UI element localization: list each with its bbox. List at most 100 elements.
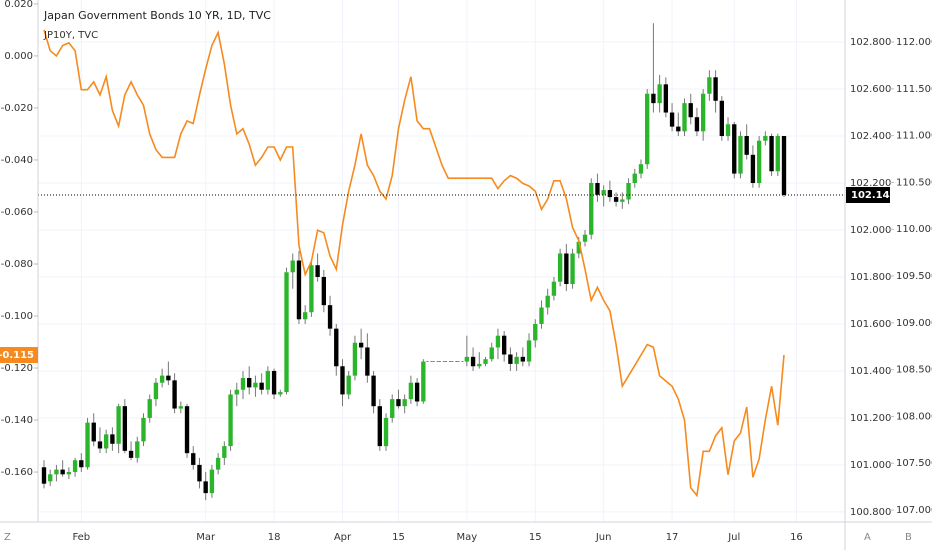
y-tick-label: 101.400 (850, 366, 891, 377)
candle-body (309, 265, 314, 313)
candle-body (526, 340, 532, 362)
candle-body (613, 197, 619, 202)
candle-body (116, 406, 121, 444)
candle-body (508, 354, 513, 364)
x-tick-label: 17 (666, 532, 679, 543)
candle-body (41, 467, 47, 484)
candle-body (414, 382, 420, 402)
y3-tick-label: 110.000 (896, 224, 932, 235)
overlay-line (43, 29, 785, 498)
left-tick-label: -0.020 (1, 103, 33, 114)
candle-body (732, 124, 737, 174)
y-tick-label: 101.000 (850, 460, 891, 471)
y3-tick-label: 108.500 (896, 365, 932, 376)
candle-body (657, 84, 662, 104)
candle-body (669, 112, 675, 127)
candle-body (700, 93, 706, 132)
candle-body (203, 481, 208, 494)
candle-body (265, 370, 271, 390)
scale-button[interactable]: Z (4, 532, 11, 543)
left-tick-label: -0.040 (1, 155, 33, 166)
candle-body (595, 183, 600, 195)
candle-body (178, 406, 183, 409)
candle-body (645, 93, 650, 165)
candle-body (315, 265, 320, 277)
marks (38, 23, 845, 501)
scale-button[interactable]: B (905, 532, 912, 543)
candle-body (713, 77, 718, 101)
candle-body (620, 199, 625, 202)
candle-body (763, 136, 768, 141)
candle-body (79, 460, 84, 468)
left-tick-label: -0.080 (1, 259, 33, 270)
candle-body (744, 136, 749, 155)
candle-body (172, 380, 177, 409)
candle-body (520, 356, 525, 362)
candle-body (228, 394, 233, 447)
candle-body (340, 366, 345, 395)
candle-body (707, 77, 712, 94)
candle-body (557, 253, 563, 282)
candle-body (110, 434, 115, 444)
candle-body (290, 260, 295, 273)
candle-body (514, 356, 519, 364)
last-price-box (846, 186, 890, 203)
y3-tick-label: 107.000 (896, 505, 932, 516)
candle-body (209, 469, 215, 494)
candle-body (533, 323, 538, 341)
candle-body (651, 93, 656, 104)
candle-body (215, 457, 221, 470)
candle-body (358, 342, 364, 348)
x-tick-label: 18 (268, 532, 281, 543)
candle-body (501, 335, 507, 355)
candle-body (483, 359, 488, 364)
y3-tick-label: 111.500 (896, 84, 932, 95)
x-tick-label: Jul (727, 532, 740, 543)
y-tick-label: 101.600 (850, 319, 891, 330)
candle-body (54, 469, 59, 475)
candle-body (626, 183, 631, 200)
candle-body (725, 124, 731, 137)
left-tick-label: -0.140 (1, 415, 33, 426)
candle-body (738, 136, 743, 174)
y3-tick-label: 109.000 (896, 318, 932, 329)
candle-body (271, 370, 277, 395)
candle-body (122, 406, 128, 451)
candle-body (222, 446, 227, 458)
candle-body (495, 335, 501, 348)
candle-body (408, 382, 414, 400)
y-tick-label: 102.200 (850, 178, 891, 189)
candle-body (66, 471, 72, 475)
candle-body (570, 253, 575, 285)
candle-body (589, 183, 594, 235)
x-tick-label: May (457, 532, 478, 543)
y3-tick-label: 111.000 (896, 131, 932, 142)
candle-body (682, 103, 687, 132)
y-tick-label: 101.200 (850, 413, 891, 424)
candle-body (383, 417, 389, 447)
candle-body (564, 253, 569, 285)
candle-body (247, 377, 252, 388)
candle-body (421, 361, 426, 402)
candle-body (97, 441, 103, 449)
candle-body (159, 375, 165, 383)
last-yield-label: -0.115 (0, 350, 34, 361)
candle-body (60, 469, 65, 475)
y3-tick-label: 109.500 (896, 271, 932, 282)
candle-body (750, 154, 756, 184)
candle-body (769, 136, 774, 172)
candle-body (259, 382, 264, 390)
candle-body (489, 347, 494, 360)
candle-body (153, 382, 159, 400)
candle-body (278, 392, 283, 395)
candle-body (296, 260, 302, 320)
x-tick-label: 15 (392, 532, 405, 543)
scale-button[interactable]: A (864, 532, 871, 543)
x-tick-label: Jun (595, 532, 612, 543)
candle-body (197, 464, 202, 482)
candle-body (321, 276, 327, 306)
candle-body (676, 126, 681, 132)
candle-body (166, 375, 171, 381)
candle-body (141, 417, 146, 442)
